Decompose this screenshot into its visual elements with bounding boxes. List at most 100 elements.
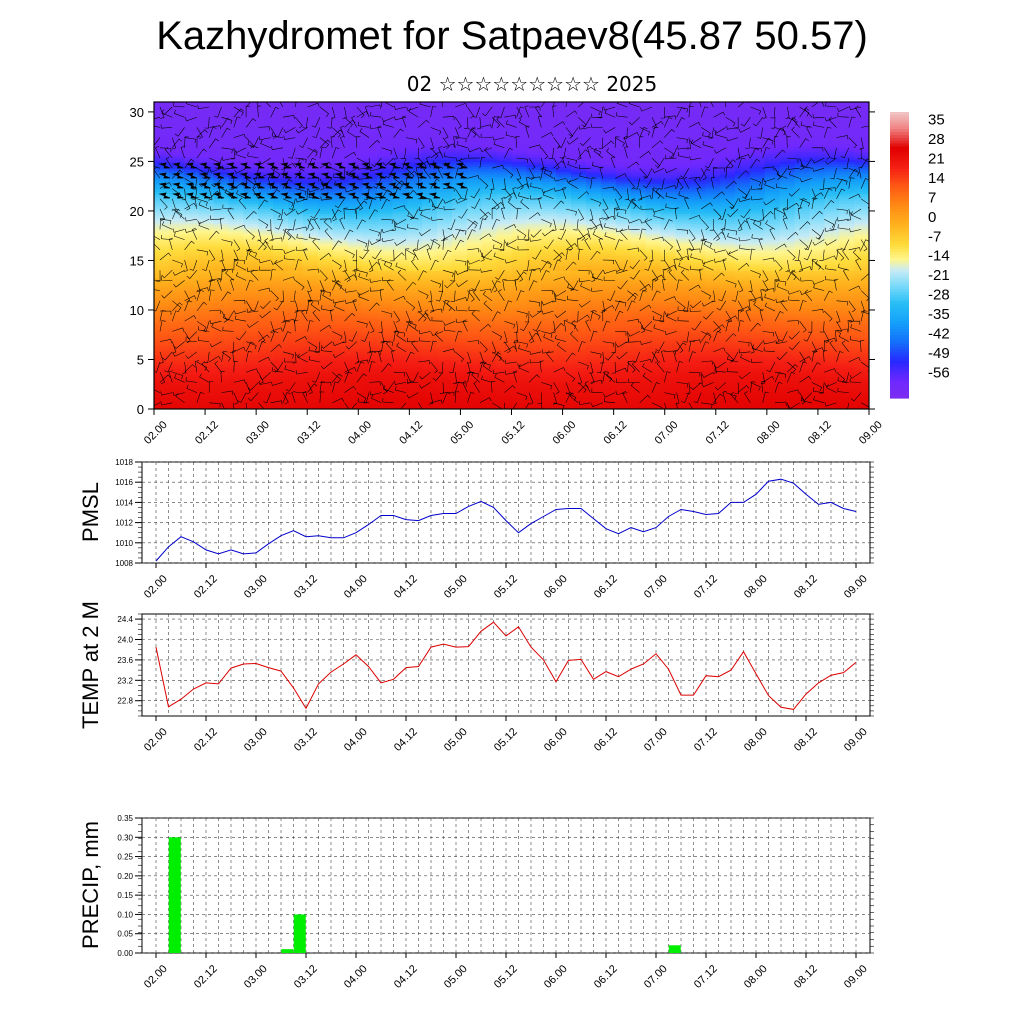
heatmap-cell <box>585 248 602 252</box>
heatmap-cell <box>437 193 453 197</box>
heatmap-cell <box>690 250 706 254</box>
heatmap-cell <box>317 329 334 333</box>
heatmap-cell <box>437 389 453 393</box>
heatmap-cell <box>854 404 869 408</box>
heatmap-cell <box>273 260 289 264</box>
heatmap-cell <box>615 257 632 262</box>
heatmap-cell <box>615 193 632 197</box>
heatmap-cell <box>422 364 438 368</box>
heatmap-cell <box>258 339 274 343</box>
heatmap-cell <box>451 260 468 264</box>
heatmap-cell <box>585 240 602 244</box>
heatmap-cell <box>407 396 423 400</box>
heatmap-cell <box>571 347 587 351</box>
heatmap-cell <box>511 151 527 155</box>
heatmap-cell <box>749 386 766 390</box>
heatmap-cell <box>645 394 662 398</box>
heatmap-cell <box>571 151 587 155</box>
heatmap-cell <box>154 376 170 380</box>
heatmap-cell <box>556 233 572 237</box>
heatmap-cell <box>481 163 498 167</box>
heatmap-cell <box>451 233 468 237</box>
heatmap-cell <box>675 342 691 346</box>
heatmap-cell <box>273 364 289 368</box>
heatmap-cell <box>854 176 869 180</box>
heatmap-cell <box>481 369 498 373</box>
heatmap-cell <box>392 357 408 361</box>
heatmap-cell <box>630 161 647 165</box>
heatmap-cell <box>824 327 840 331</box>
heatmap-cell <box>615 280 632 284</box>
heatmap-cell <box>377 282 393 286</box>
heatmap-cell <box>615 203 632 207</box>
heatmap-cell <box>839 369 855 373</box>
heatmap-cell <box>734 205 751 210</box>
heatmap-cell <box>213 339 230 343</box>
heatmap-cell <box>496 292 513 296</box>
heatmap-cell <box>347 265 364 269</box>
heatmap-cell <box>347 153 364 158</box>
heatmap-cell <box>154 250 170 254</box>
heatmap-cell <box>764 391 781 395</box>
heatmap-cell <box>422 287 438 291</box>
heatmap-cell <box>362 342 379 346</box>
heatmap-cell <box>779 267 796 271</box>
heatmap-cell <box>734 339 751 343</box>
heatmap-cell <box>422 371 438 375</box>
heatmap-cell <box>526 404 542 408</box>
heatmap-cell <box>526 213 542 217</box>
heatmap-cell <box>347 290 364 294</box>
heatmap-cell <box>645 257 662 262</box>
heatmap-cell <box>183 399 200 403</box>
heatmap-cell <box>168 156 185 160</box>
heatmap-cell <box>302 359 319 363</box>
heatmap-cell <box>481 196 498 200</box>
heatmap-cell <box>839 267 855 271</box>
heatmap-cell <box>437 406 453 409</box>
heatmap-cell <box>585 166 602 170</box>
heatmap-cell <box>183 349 200 353</box>
heatmap-cell <box>228 275 244 279</box>
heatmap-cell <box>511 248 527 252</box>
heatmap-cell <box>154 361 170 366</box>
heatmap-cell <box>183 272 200 276</box>
heatmap-cell <box>258 314 274 318</box>
heatmap-cell <box>809 267 825 271</box>
heatmap-cell <box>660 292 676 296</box>
heatmap-cell <box>258 322 274 326</box>
heatmap-cell <box>764 183 781 187</box>
heatmap-cell <box>749 391 766 395</box>
heatmap-cell <box>317 156 334 160</box>
heatmap-cell <box>541 228 557 232</box>
heatmap-cell <box>809 163 825 167</box>
heatmap-cell <box>302 352 319 356</box>
heatmap-cell <box>824 359 840 363</box>
heatmap-cell <box>273 319 289 323</box>
heatmap-cell <box>854 287 869 291</box>
heatmap-cell <box>809 396 825 400</box>
heatmap-cell <box>571 248 587 252</box>
heatmap-cell <box>571 332 587 336</box>
heatmap-cell <box>317 401 334 405</box>
heatmap-cell <box>809 290 825 294</box>
heatmap-cell <box>168 327 185 331</box>
heatmap-cell <box>720 156 736 160</box>
heatmap-cell <box>779 253 796 257</box>
heatmap-cell <box>317 359 334 363</box>
heatmap-cell <box>362 371 379 375</box>
heatmap-cell <box>630 223 647 227</box>
heatmap-cell <box>243 176 259 180</box>
heatmap-cell <box>779 196 796 200</box>
heatmap-cell <box>809 329 825 333</box>
heatmap-cell <box>660 198 676 202</box>
heatmap-cell <box>422 270 438 274</box>
heatmap-cell <box>585 342 602 346</box>
heatmap-cell <box>779 361 796 366</box>
heatmap-cell <box>362 317 379 321</box>
heatmap-cell <box>734 255 751 259</box>
heatmap-cell <box>198 307 215 311</box>
heatmap-cell <box>809 361 825 366</box>
heatmap-cell <box>258 319 274 323</box>
heatmap-cell <box>407 339 423 343</box>
heatmap-cell <box>407 245 423 249</box>
